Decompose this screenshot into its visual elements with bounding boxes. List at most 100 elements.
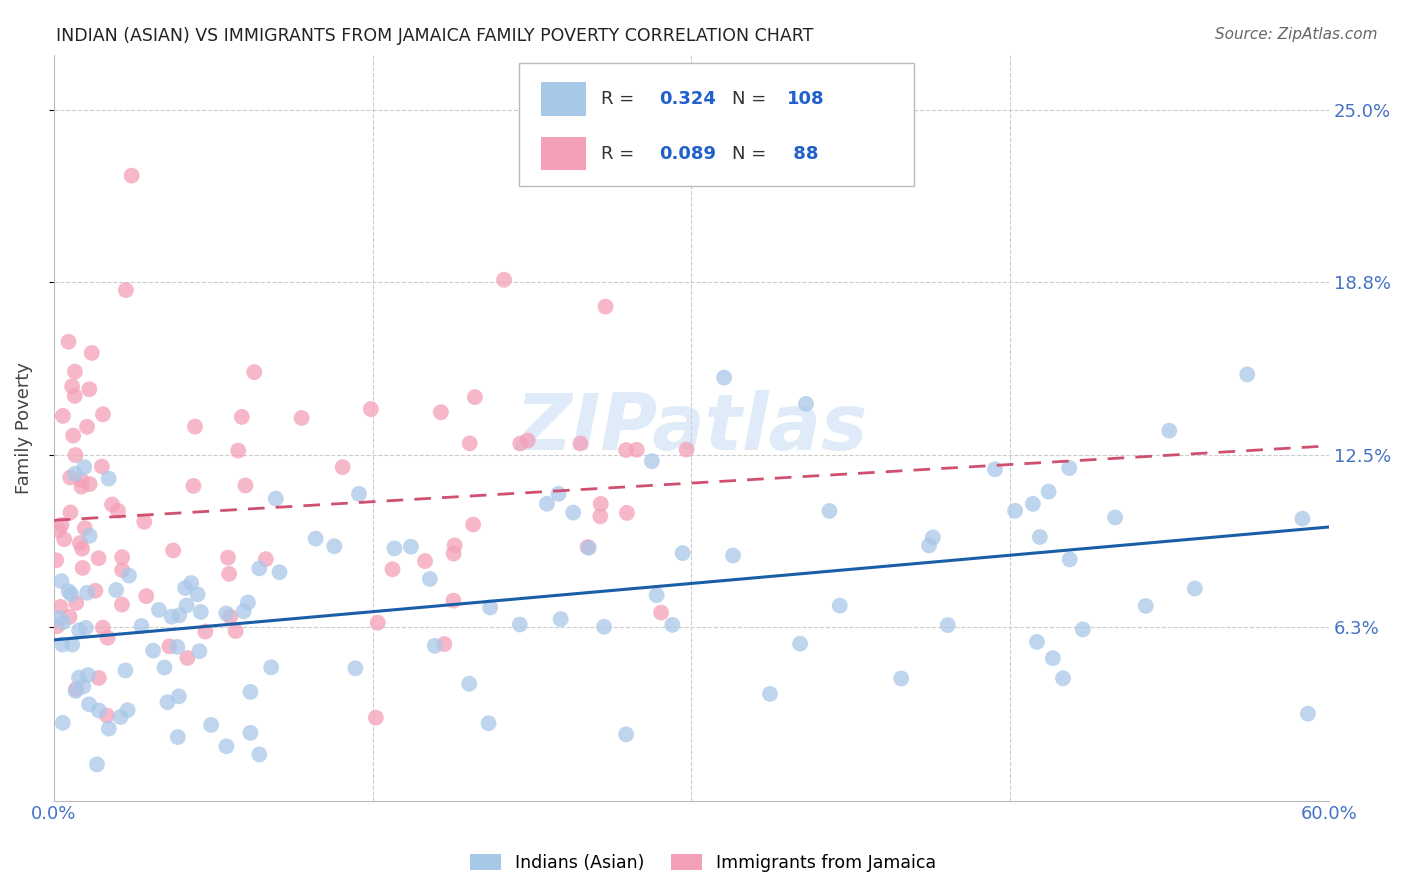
Point — [381, 562, 404, 576]
Point — [247, 561, 270, 575]
Point — [921, 531, 943, 545]
Point — [91, 621, 114, 635]
Point — [1071, 623, 1094, 637]
Point — [661, 618, 683, 632]
Point — [72, 680, 94, 694]
Point — [1135, 599, 1157, 613]
Point — [516, 434, 538, 448]
Point — [75, 621, 97, 635]
Point — [48, 611, 70, 625]
Point — [65, 596, 87, 610]
Point — [918, 539, 941, 553]
Point — [789, 637, 811, 651]
Point — [219, 609, 242, 624]
FancyBboxPatch shape — [519, 62, 914, 186]
Point — [360, 402, 382, 417]
Point — [443, 538, 465, 552]
Point — [58, 334, 80, 349]
Point — [232, 604, 254, 618]
Text: 88: 88 — [787, 145, 818, 162]
Point — [1104, 510, 1126, 524]
Point — [239, 726, 262, 740]
Text: R =: R = — [600, 90, 640, 108]
Point — [97, 722, 120, 736]
Point — [46, 619, 69, 633]
Text: ZIPatlas: ZIPatlas — [515, 390, 868, 466]
Point — [759, 687, 782, 701]
Point — [828, 599, 851, 613]
Point — [58, 584, 80, 599]
Point — [72, 561, 94, 575]
Point — [59, 505, 82, 519]
Point — [1026, 635, 1049, 649]
Point — [117, 703, 139, 717]
Point — [80, 346, 103, 360]
Point — [60, 379, 83, 393]
Point — [384, 541, 406, 556]
Point — [217, 550, 239, 565]
Point — [52, 409, 75, 423]
Point — [87, 704, 110, 718]
Legend: Indians (Asian), Immigrants from Jamaica: Indians (Asian), Immigrants from Jamaica — [463, 847, 943, 879]
Point — [536, 497, 558, 511]
Point — [84, 583, 107, 598]
Point — [254, 552, 277, 566]
Point — [1291, 511, 1313, 525]
Point — [595, 300, 617, 314]
Point — [323, 539, 346, 553]
Point — [73, 460, 96, 475]
Point — [1296, 706, 1319, 721]
Point — [53, 532, 76, 546]
Point — [65, 682, 87, 697]
Text: 0.324: 0.324 — [659, 90, 717, 108]
Point — [578, 541, 600, 555]
Text: N =: N = — [733, 145, 772, 162]
Point — [166, 640, 188, 654]
Point — [148, 603, 170, 617]
Point — [176, 651, 198, 665]
Point — [458, 676, 481, 690]
Point — [463, 517, 485, 532]
Point — [188, 644, 211, 658]
Point — [79, 382, 101, 396]
Point — [105, 582, 128, 597]
Point — [1042, 651, 1064, 665]
Point — [77, 698, 100, 712]
Text: 0.089: 0.089 — [659, 145, 717, 162]
Point — [60, 638, 83, 652]
Point — [269, 565, 291, 579]
Point — [260, 660, 283, 674]
Point — [180, 576, 202, 591]
Point — [936, 618, 959, 632]
Point — [550, 612, 572, 626]
Point — [443, 547, 465, 561]
Point — [218, 566, 240, 581]
Point — [101, 498, 124, 512]
Point — [187, 587, 209, 601]
Point — [114, 664, 136, 678]
Point — [344, 661, 367, 675]
Point — [48, 523, 70, 537]
Text: INDIAN (ASIAN) VS IMMIGRANTS FROM JAMAICA FAMILY POVERTY CORRELATION CHART: INDIAN (ASIAN) VS IMMIGRANTS FROM JAMAIC… — [56, 27, 814, 45]
Point — [890, 672, 912, 686]
Point — [443, 593, 465, 607]
Point — [60, 587, 83, 601]
Point — [70, 541, 93, 556]
Point — [167, 608, 190, 623]
Point — [59, 470, 82, 484]
Point — [76, 419, 98, 434]
Point — [115, 283, 138, 297]
Point — [67, 624, 90, 638]
Point — [69, 536, 91, 550]
Point — [70, 480, 93, 494]
Point — [479, 600, 502, 615]
Point — [135, 589, 157, 603]
Point — [51, 638, 73, 652]
Point — [226, 443, 249, 458]
Point — [194, 624, 217, 639]
Point — [430, 405, 453, 419]
Point — [589, 509, 612, 524]
Point — [58, 609, 80, 624]
Point — [419, 572, 441, 586]
Point — [96, 708, 118, 723]
